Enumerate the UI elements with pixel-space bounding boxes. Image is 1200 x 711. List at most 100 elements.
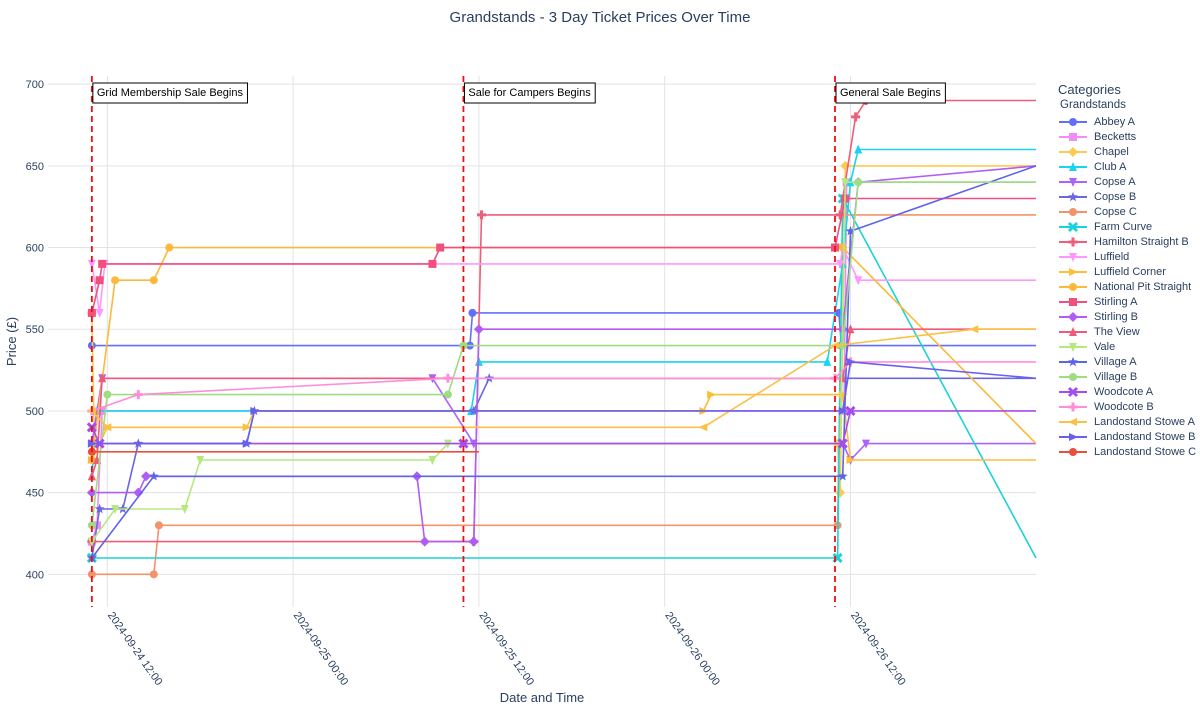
legend-label: Luffield	[1094, 250, 1130, 263]
data-point	[428, 259, 437, 268]
event-label-box	[463, 82, 596, 104]
legend-swatch	[1059, 252, 1087, 262]
legend-swatch-marker	[1069, 372, 1077, 381]
legend-swatch-marker	[1069, 177, 1077, 187]
data-point	[419, 536, 430, 547]
legend-item[interactable]: Landostand Stowe A	[1058, 414, 1196, 429]
series-stirling-b	[86, 165, 1037, 547]
legend: Categories Grandstands Abbey A Becketts Ch…	[1058, 82, 1196, 459]
legend-label: Landostand Stowe A	[1094, 415, 1195, 428]
series-line	[91, 165, 1037, 543]
legend-item[interactable]: Chapel	[1058, 144, 1196, 159]
legend-item[interactable]: Vale	[1058, 339, 1196, 354]
legend-swatch	[1059, 417, 1087, 426]
legend-label: Village A	[1094, 355, 1137, 368]
legend-item[interactable]: Village B	[1058, 369, 1196, 384]
legend-swatch	[1059, 311, 1087, 322]
legend-swatch-marker	[1069, 297, 1077, 306]
data-point	[436, 243, 445, 252]
legend-swatch-marker	[1069, 447, 1077, 456]
series-layer	[86, 96, 1037, 579]
legend-swatch-marker	[1069, 326, 1077, 336]
legend-label: Club A	[1094, 160, 1127, 173]
y-tick-label: 450	[26, 488, 44, 500]
legend-swatch	[1059, 356, 1087, 366]
data-point	[148, 471, 159, 481]
data-point	[837, 438, 848, 449]
legend-item[interactable]: National Pit Straight	[1058, 279, 1196, 294]
legend-label: Luffield Corner	[1094, 265, 1166, 278]
data-point	[149, 570, 158, 579]
data-point	[94, 503, 105, 514]
series-village-b	[87, 178, 1036, 530]
legend-swatch	[1059, 267, 1087, 276]
legend-swatch	[1059, 297, 1087, 306]
data-point	[443, 390, 452, 399]
legend-item[interactable]: Woodcote A	[1058, 384, 1196, 399]
series-line	[91, 244, 1036, 314]
legend-swatch-marker	[1068, 146, 1078, 157]
legend-item[interactable]: Stirling A	[1058, 294, 1196, 309]
legend-swatch-marker	[1068, 311, 1078, 322]
event-label-box	[92, 82, 248, 104]
x-tick-label: 2024-09-26 12:00	[848, 610, 908, 688]
legend-item[interactable]: Becketts	[1058, 129, 1196, 144]
legend-swatch	[1059, 386, 1087, 397]
legend-item[interactable]: Woodcote B	[1058, 399, 1196, 414]
data-point	[87, 308, 96, 317]
data-point	[836, 259, 845, 269]
legend-swatch-marker	[1068, 191, 1078, 201]
y-tick-label: 400	[26, 569, 44, 581]
legend-label: Woodcote A	[1094, 385, 1154, 398]
series-line	[91, 361, 1037, 445]
data-point	[476, 210, 486, 220]
legend-item[interactable]: Landostand Stowe C	[1058, 444, 1196, 459]
legend-item[interactable]: Landostand Stowe B	[1058, 429, 1196, 444]
data-point	[133, 487, 144, 498]
data-point	[98, 373, 107, 383]
data-point	[443, 373, 453, 383]
legend-item[interactable]: Farm Curve	[1058, 219, 1196, 234]
data-point	[846, 455, 856, 464]
legend-item[interactable]: Copse A	[1058, 174, 1196, 189]
legend-swatch-marker	[1067, 386, 1079, 397]
legend-item[interactable]: Village A	[1058, 354, 1196, 369]
data-point	[141, 471, 152, 482]
legend-label: Stirling B	[1094, 310, 1139, 323]
legend-swatch	[1059, 432, 1087, 441]
legend-label: Hamilton Straight B	[1094, 235, 1189, 248]
legend-item[interactable]: Copse C	[1058, 204, 1196, 219]
legend-item[interactable]: Luffield Corner	[1058, 264, 1196, 279]
data-point	[87, 521, 96, 530]
data-point	[838, 341, 847, 350]
legend-swatch-marker	[1068, 356, 1078, 366]
data-point	[242, 439, 252, 448]
series-line	[91, 361, 1036, 412]
legend-swatch	[1059, 402, 1087, 411]
data-point	[823, 356, 832, 366]
legend-swatch-marker	[1068, 237, 1078, 246]
data-point	[86, 487, 97, 498]
data-point	[835, 210, 845, 220]
data-point	[845, 226, 856, 236]
legend-item[interactable]: Club A	[1058, 159, 1196, 174]
series-line	[91, 328, 1036, 477]
legend-item[interactable]: Luffield	[1058, 249, 1196, 264]
legend-item[interactable]: The View	[1058, 324, 1196, 339]
data-point	[87, 471, 96, 481]
data-point	[87, 439, 97, 448]
chart-title: Grandstands - 3 Day Ticket Prices Over T…	[449, 9, 751, 26]
data-point	[87, 537, 96, 547]
legend-label: Copse C	[1094, 205, 1137, 218]
data-point	[837, 471, 848, 481]
legend-item[interactable]: Hamilton Straight B	[1058, 234, 1196, 249]
data-point	[846, 357, 856, 366]
legend-item[interactable]: Abbey A	[1058, 114, 1196, 129]
legend-swatch	[1059, 282, 1087, 291]
data-point	[103, 390, 112, 399]
data-point	[845, 405, 856, 416]
x-tick-label: 2024-09-26 00:00	[662, 610, 722, 688]
legend-item[interactable]: Copse B	[1058, 189, 1196, 204]
data-point	[165, 243, 174, 252]
legend-item[interactable]: Stirling B	[1058, 309, 1196, 324]
